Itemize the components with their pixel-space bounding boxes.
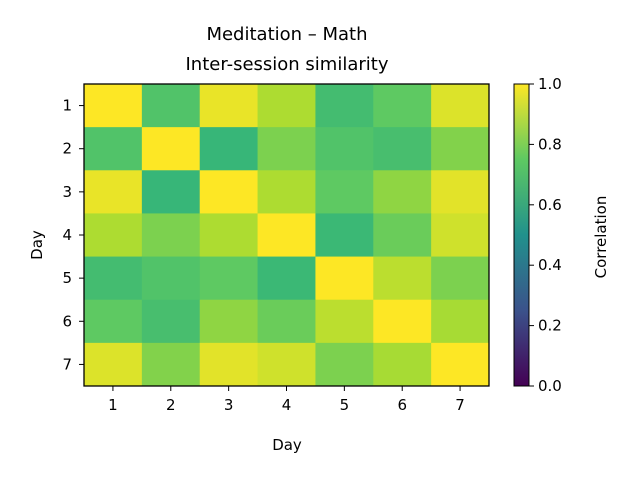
heatmap-cell — [84, 256, 143, 301]
heatmap-cell — [199, 170, 259, 214]
heatmap-cell — [373, 170, 432, 214]
colorbar-tick-label: 1.0 — [538, 75, 562, 93]
heatmap-cell — [84, 127, 143, 171]
heatmap-cell — [373, 127, 432, 171]
heatmap-cell — [257, 127, 316, 171]
heatmap-cell — [315, 342, 374, 387]
colorbar — [513, 83, 530, 387]
heatmap-cell — [199, 299, 259, 344]
x-tick-label: 5 — [340, 396, 350, 414]
y-tick-label: 1 — [62, 97, 72, 115]
y-tick-label: 7 — [62, 355, 72, 373]
heatmap-cell — [315, 84, 374, 128]
heatmap-cell — [373, 213, 432, 258]
heatmap-cell — [431, 84, 490, 128]
heatmap-cell — [315, 127, 374, 171]
heatmap-cell — [373, 84, 432, 128]
heatmap-cell — [315, 170, 374, 214]
heatmap-cell — [84, 170, 143, 214]
x-tick-label: 1 — [108, 396, 118, 414]
heatmap-cell — [84, 342, 143, 387]
heatmap-cell — [315, 256, 374, 301]
heatmap-cell — [315, 213, 374, 258]
heatmap-cell — [84, 213, 143, 258]
heatmap-cell — [257, 84, 316, 128]
colorbar-tick-label: 0.6 — [538, 196, 562, 214]
colorbar-tick-label: 0.2 — [538, 317, 562, 335]
heatmap-cell — [257, 299, 316, 344]
heatmap-cell — [199, 342, 259, 387]
heatmap-cell — [141, 127, 201, 171]
x-tick-label: 6 — [397, 396, 407, 414]
heatmap-cell — [141, 170, 201, 214]
heatmap-cell — [84, 84, 143, 128]
heatmap-cell — [199, 256, 259, 301]
y-tick-label: 5 — [62, 269, 72, 287]
heatmap-cell — [141, 256, 201, 301]
heatmap-cell — [373, 299, 432, 344]
x-tick-label: 7 — [455, 396, 465, 414]
x-tick-label: 2 — [166, 396, 176, 414]
colorbar-ticks: 0.0 0.2 0.4 0.6 0.8 1.0 — [529, 75, 562, 395]
heatmap-cell — [257, 256, 316, 301]
x-tick-label: 3 — [224, 396, 234, 414]
heatmap-cell — [431, 256, 490, 301]
y-axis-label: Day — [28, 230, 46, 260]
heatmap-cell — [257, 213, 316, 258]
heatmap-cell — [315, 299, 374, 344]
heatmap-cell — [431, 170, 490, 214]
heatmap-cell — [373, 342, 432, 387]
y-tick-label: 6 — [62, 312, 72, 330]
heatmap-cell — [141, 213, 201, 258]
heatmap-cell — [257, 342, 316, 387]
y-tick-label: 2 — [62, 140, 72, 158]
heatmap-cell — [141, 299, 201, 344]
x-axis-ticks: 1 2 3 4 5 6 7 — [108, 386, 465, 414]
heatmap-cell — [84, 299, 143, 344]
heatmap-cell — [199, 84, 259, 128]
heatmap-cell — [141, 342, 201, 387]
heatmap-cells — [84, 84, 490, 387]
colorbar-tick-label: 0.8 — [538, 135, 562, 153]
colorbar-label: Correlation — [592, 196, 610, 279]
heatmap-cell — [199, 213, 259, 258]
x-axis-label: Day — [272, 436, 302, 454]
x-tick-label: 4 — [282, 396, 292, 414]
y-axis-ticks: 1 2 3 4 5 6 7 — [62, 97, 84, 373]
heatmap-cell — [431, 127, 490, 171]
y-tick-label: 4 — [62, 226, 72, 244]
heatmap-cell — [431, 213, 490, 258]
heatmap-cell — [431, 299, 490, 344]
chart-title: Meditation – Math — [206, 24, 367, 45]
heatmap-cell — [257, 170, 316, 214]
colorbar-tick-label: 0.0 — [538, 377, 562, 395]
y-tick-label: 3 — [62, 183, 72, 201]
heatmap-cell — [431, 342, 490, 387]
heatmap-cell — [199, 127, 259, 171]
chart-subtitle: Inter-session similarity — [185, 54, 388, 75]
colorbar-tick-label: 0.4 — [538, 256, 562, 274]
heatmap-cell — [373, 256, 432, 301]
heatmap-cell — [141, 84, 201, 128]
